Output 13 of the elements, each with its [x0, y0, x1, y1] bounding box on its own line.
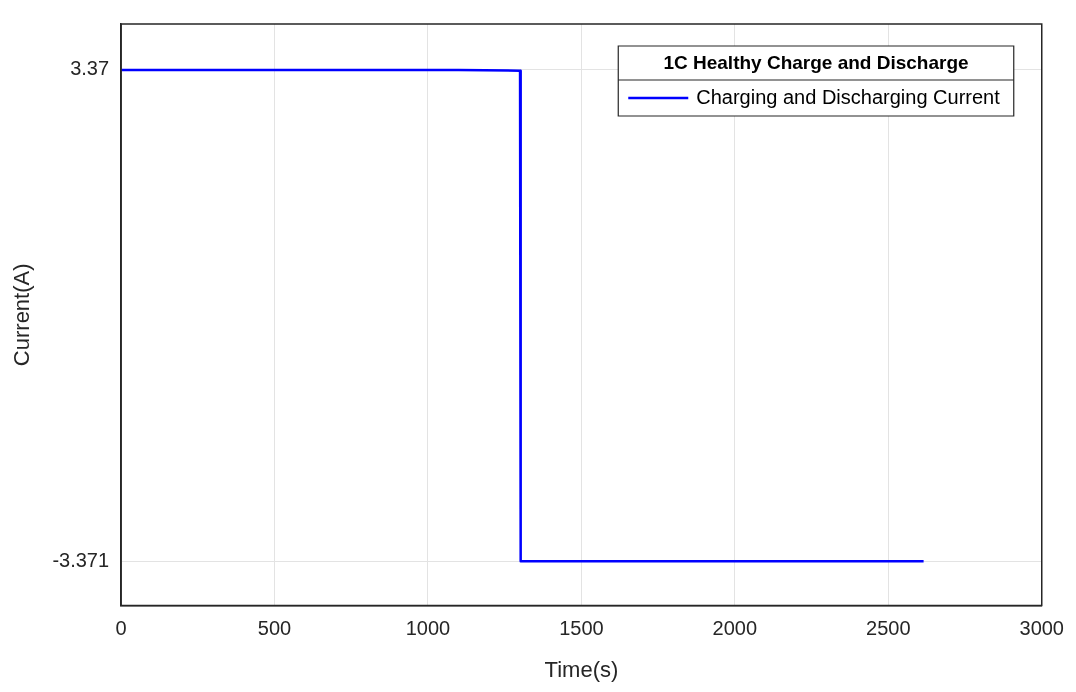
x-tick-label: 1500	[559, 617, 604, 640]
x-axis-title: Time(s)	[544, 656, 619, 682]
legend-title: 1C Healthy Charge and Discharge	[663, 52, 969, 74]
x-tick-label: 2000	[712, 617, 758, 640]
y-axis-title: Current(A)	[9, 263, 35, 367]
legend-label: Charging and Discharging Current	[696, 85, 1001, 108]
x-tick-label: 2500	[866, 617, 911, 640]
x-tick-label: 1000	[405, 617, 451, 640]
y-tick-label: 3.37	[70, 57, 110, 80]
x-tick-label: 3000	[1019, 617, 1064, 640]
y-tick-label: -3.371	[52, 548, 110, 571]
x-tick-label: 500	[257, 617, 292, 640]
x-tick-label: 0	[115, 617, 127, 640]
